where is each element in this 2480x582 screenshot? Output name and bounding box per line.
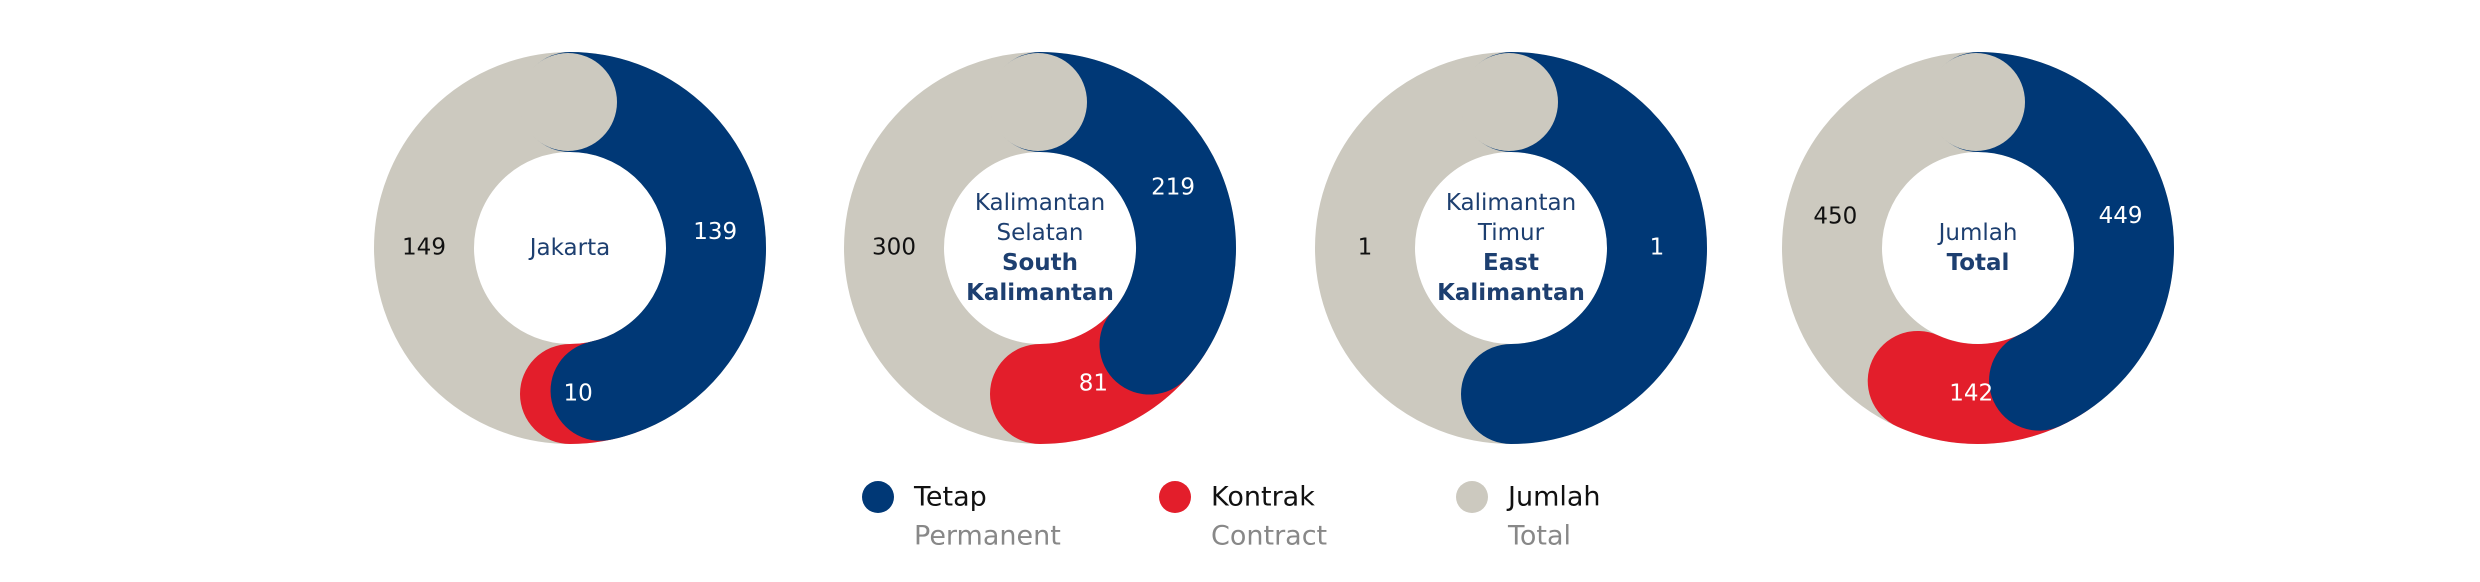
center-label: Kalimantan Selatan South Kalimantan bbox=[955, 188, 1125, 308]
data-label: 139 bbox=[693, 219, 737, 245]
data-label: 81 bbox=[1079, 370, 1108, 396]
data-label: 449 bbox=[2099, 203, 2143, 229]
donut-cap bbox=[1460, 53, 1558, 151]
donut-segment bbox=[1461, 52, 1707, 444]
data-label: 450 bbox=[1813, 204, 1857, 230]
legend-marker bbox=[1456, 481, 1488, 513]
center-label: Jakarta bbox=[485, 233, 655, 263]
center-label: Kalimantan Timur East Kalimantan bbox=[1426, 188, 1596, 308]
region-name-en: South Kalimantan bbox=[966, 250, 1114, 306]
data-label: 1 bbox=[1650, 235, 1665, 261]
data-label: 219 bbox=[1151, 174, 1195, 200]
center-label: Jumlah Total bbox=[1893, 218, 2063, 278]
data-label: 149 bbox=[402, 235, 446, 261]
legend-sublabel: Permanent bbox=[914, 521, 1061, 552]
region-name: Jakarta bbox=[529, 235, 611, 261]
region-name-en: East Kalimantan bbox=[1437, 250, 1585, 306]
data-label: 300 bbox=[872, 235, 916, 261]
region-name: Kalimantan Timur bbox=[1445, 190, 1577, 246]
region-name-en: Total bbox=[1946, 250, 2010, 276]
region-name: Jumlah bbox=[1938, 220, 2018, 246]
data-label: 10 bbox=[563, 380, 592, 406]
region-name: Kalimantan Selatan bbox=[974, 190, 1106, 246]
legend-label: Jumlah bbox=[1506, 482, 1601, 513]
donut-cap bbox=[989, 53, 1087, 151]
donut-segment bbox=[1928, 52, 2174, 431]
legend-marker bbox=[862, 481, 894, 513]
donut-cap bbox=[1927, 53, 2025, 151]
legend-label: Kontrak bbox=[1211, 482, 1315, 513]
legend-label: Tetap bbox=[913, 482, 987, 513]
data-label: 142 bbox=[1949, 380, 1993, 406]
data-label: 1 bbox=[1358, 235, 1373, 261]
legend-marker bbox=[1159, 481, 1191, 513]
legend-sublabel: Total bbox=[1507, 521, 1571, 552]
donut-segment bbox=[520, 52, 766, 441]
donut-cap bbox=[519, 53, 617, 151]
donut-segment bbox=[990, 52, 1236, 395]
legend-sublabel: Contract bbox=[1211, 521, 1327, 552]
